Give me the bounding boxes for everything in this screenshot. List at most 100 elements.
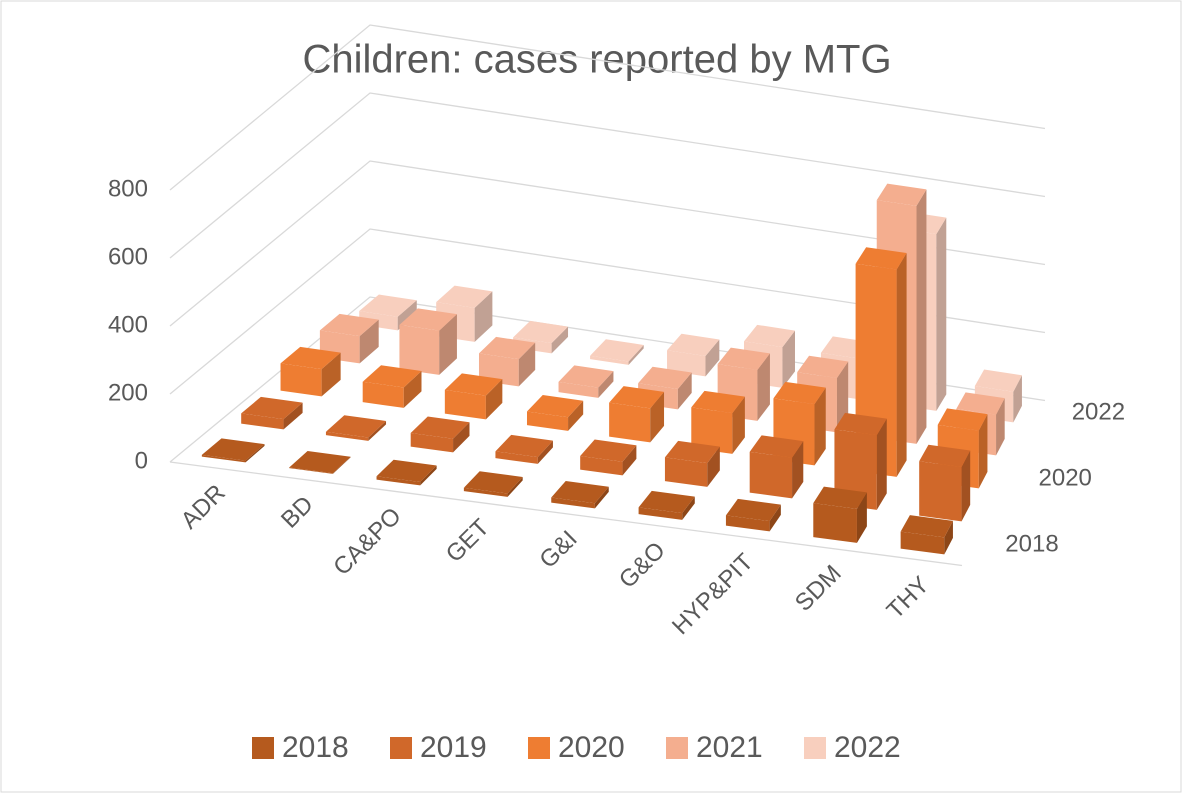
bar-side	[537, 440, 553, 464]
bar-side	[814, 387, 826, 466]
bar-front	[609, 402, 651, 443]
bar-front	[289, 467, 333, 474]
bar-top	[436, 285, 493, 308]
bar-side	[420, 465, 437, 486]
bar-top	[855, 247, 907, 270]
bar	[667, 333, 720, 377]
bar-front	[280, 363, 322, 397]
bar-side	[961, 450, 971, 522]
grid-line	[169, 24, 1046, 191]
bar-side	[677, 372, 692, 410]
bar-side	[936, 217, 947, 411]
bar-top	[558, 365, 614, 388]
legend-swatch	[528, 737, 550, 759]
bar-top	[813, 486, 867, 509]
bar	[289, 450, 351, 474]
bar	[558, 365, 614, 398]
bar-top	[362, 365, 422, 388]
bar-side	[996, 398, 1005, 456]
bar-front	[638, 507, 683, 520]
bar-side	[453, 422, 470, 453]
bar	[664, 440, 720, 487]
bar-front	[463, 487, 508, 497]
bar-front	[325, 431, 369, 441]
y-tick-label: 0	[135, 447, 148, 474]
bar-side	[650, 391, 665, 443]
bar-front	[664, 457, 708, 487]
bar-side	[368, 420, 387, 441]
bar-top	[201, 438, 265, 461]
y-tick-label: 600	[108, 243, 148, 270]
bar	[900, 515, 953, 555]
depth-label: 2022	[1072, 398, 1125, 425]
bar	[590, 339, 644, 365]
legend-label: 2020	[558, 731, 625, 764]
bar-top	[743, 324, 795, 348]
bar-front	[410, 433, 454, 453]
legend-label: 2019	[420, 731, 487, 764]
bar-side	[403, 370, 422, 408]
depth-label: 2018	[1005, 530, 1058, 557]
bar-front	[551, 497, 595, 509]
bar-top	[749, 435, 804, 458]
bar-side	[916, 189, 927, 444]
legend-label: 2018	[282, 731, 349, 764]
bar-side	[1013, 375, 1022, 423]
bar-top	[359, 294, 417, 317]
bar-top	[717, 347, 770, 370]
bar-side	[769, 504, 781, 532]
bar-side	[518, 342, 536, 387]
bar-side	[978, 414, 988, 489]
bar-side	[896, 252, 907, 477]
bar-side	[321, 352, 341, 397]
bar-front	[201, 454, 246, 463]
bar-side	[856, 492, 867, 543]
legend-swatch	[666, 737, 688, 759]
bar-side	[732, 396, 745, 454]
bar-top	[876, 183, 927, 206]
bar-front	[813, 503, 857, 543]
bar-top	[667, 333, 720, 356]
legend-swatch	[804, 737, 826, 759]
bar-side	[507, 476, 523, 497]
bar-side	[594, 486, 609, 509]
bar-top	[638, 490, 695, 514]
bar-top	[974, 369, 1022, 392]
depth-label: 2020	[1039, 464, 1092, 491]
bar	[691, 390, 745, 454]
bar-top	[241, 396, 303, 420]
bar-top	[551, 481, 609, 504]
bar	[526, 395, 584, 431]
bar	[201, 438, 265, 463]
bar-top	[937, 408, 988, 431]
bar-front	[558, 381, 599, 398]
bar-top	[900, 515, 953, 538]
bar-top	[834, 412, 887, 436]
bar-front	[900, 531, 945, 555]
bar	[325, 415, 387, 441]
bar-front	[667, 350, 706, 377]
bar-top	[725, 498, 781, 522]
y-tick-label: 200	[108, 379, 148, 406]
bar-side	[359, 319, 379, 364]
bar-front	[725, 515, 770, 532]
bar	[813, 486, 867, 543]
bar-top	[399, 308, 457, 331]
bar-top	[526, 395, 584, 418]
bar-side	[944, 520, 953, 555]
y-tick-label: 400	[108, 311, 148, 338]
bar-front	[691, 407, 733, 454]
bar-side	[474, 291, 493, 342]
bar-side	[757, 353, 770, 421]
bar-top	[289, 450, 351, 474]
bar-top	[919, 444, 971, 467]
bar-side	[568, 400, 584, 431]
bar-side	[876, 418, 887, 510]
bar-front	[362, 381, 404, 408]
bar-top	[664, 440, 720, 464]
legend-swatch	[390, 737, 412, 759]
bar	[725, 498, 781, 532]
bar-front	[399, 324, 440, 375]
bar-side	[283, 402, 303, 430]
